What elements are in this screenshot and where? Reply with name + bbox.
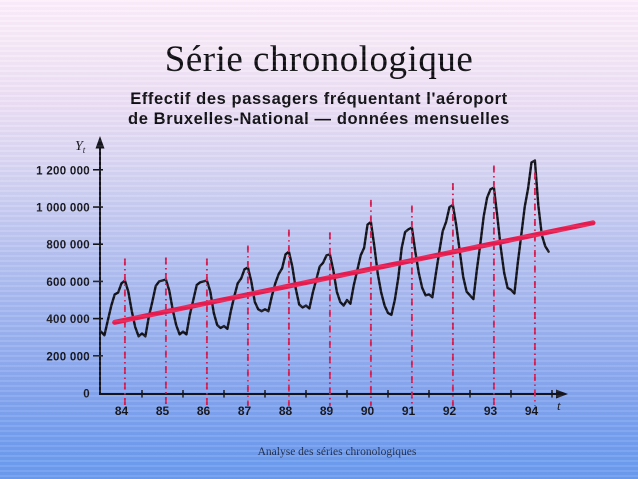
subtitle-line-1: Effectif des passagers fréquentant l'aér… xyxy=(130,90,508,108)
y-tick-label: 0 xyxy=(83,389,90,401)
x-year-label: 92 xyxy=(443,404,457,418)
x-axis-title: t xyxy=(557,398,561,413)
x-year-label: 93 xyxy=(484,404,498,418)
y-axis-title: Yt xyxy=(75,139,86,155)
chart-subtitle: Effectif des passagers fréquentant l'aér… xyxy=(0,89,638,129)
passenger-series-curve xyxy=(99,159,550,338)
trend-line xyxy=(112,220,596,325)
subtitle-line-2: de Bruxelles-National — données mensuell… xyxy=(128,110,510,128)
y-axis-arrow xyxy=(95,136,105,149)
y-tick-label: 1 200 000 xyxy=(36,165,90,177)
x-year-label: 85 xyxy=(156,404,170,418)
y-tick-label: 1 000 000 xyxy=(36,203,90,215)
y-tick-label: 400 000 xyxy=(46,314,90,326)
x-year-label: 88 xyxy=(279,404,293,418)
x-year-label: 87 xyxy=(238,404,252,418)
x-year-label: 84 xyxy=(115,404,129,418)
x-axis-arrow xyxy=(556,389,568,399)
slide-title: Série chronologique xyxy=(164,39,474,80)
slide-footer: Analyse des séries chronologiques xyxy=(257,446,417,458)
y-tick-label: 600 000 xyxy=(46,277,90,289)
x-year-label: 94 xyxy=(525,404,539,418)
y-tick-label: 800 000 xyxy=(46,240,90,252)
x-year-label: 90 xyxy=(361,404,375,418)
x-year-label: 91 xyxy=(402,404,416,418)
x-year-label: 89 xyxy=(320,404,334,418)
y-tick-label: 200 000 xyxy=(46,351,90,363)
x-year-label: 86 xyxy=(197,404,211,418)
